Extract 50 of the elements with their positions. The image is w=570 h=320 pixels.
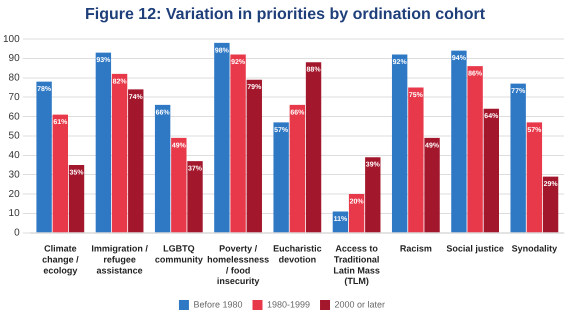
y-tick-label: 10 — [8, 208, 20, 220]
y-tick-label: 20 — [8, 188, 20, 200]
y-tick-label: 40 — [8, 150, 20, 162]
legend-label: 2000 or later — [334, 299, 386, 310]
chart-title: Figure 12: Variation in priorities by ordination cohort — [84, 5, 486, 25]
bar — [52, 114, 68, 232]
bar — [484, 108, 500, 232]
bar — [230, 54, 246, 232]
bar — [36, 82, 52, 232]
y-tick-label: 50 — [8, 130, 20, 142]
x-tick-label: LGBTQ community — [154, 244, 203, 264]
y-tick-label: 30 — [8, 169, 20, 180]
bar — [214, 42, 230, 232]
legend-label: 1980-1999 — [266, 299, 310, 310]
x-tick-label: Access to Traditional Latin Mass (TLM) — [333, 244, 380, 286]
bar — [348, 194, 364, 232]
bar — [451, 50, 467, 232]
bar — [273, 122, 289, 232]
y-tick-label: 90 — [8, 53, 20, 64]
bar — [246, 80, 262, 232]
x-tick-label: Poverty / homelessness / food insecurity — [207, 244, 270, 286]
bar — [408, 87, 424, 232]
x-tick-label: Immigration / refugee assistance — [91, 244, 148, 276]
bar — [187, 161, 203, 232]
y-tick-label: 80 — [8, 72, 20, 84]
x-tick-label: Synodality — [512, 244, 558, 254]
bar — [112, 74, 128, 232]
y-tick-label: 60 — [8, 111, 20, 122]
y-tick-label: 70 — [8, 92, 20, 103]
bar — [68, 164, 84, 232]
x-tick-label: Eucharistic devotion — [273, 244, 322, 264]
bar — [392, 54, 408, 232]
bar — [96, 52, 112, 232]
bar — [290, 104, 306, 232]
bar — [467, 66, 483, 232]
bar — [526, 122, 542, 232]
bar — [510, 84, 526, 232]
y-tick-label: 100 — [2, 34, 20, 45]
bar — [306, 62, 322, 232]
bar — [171, 138, 187, 232]
bar — [542, 176, 558, 232]
bar — [365, 157, 380, 232]
bar — [424, 138, 440, 232]
bar — [154, 104, 170, 232]
legend-label: Before 1980 — [193, 299, 242, 310]
y-tick-label: 0 — [14, 228, 20, 239]
x-tick-label: Climate change / ecology — [42, 244, 80, 276]
bar — [128, 89, 144, 232]
x-tick-label: Racism — [400, 244, 432, 254]
x-tick-label: Social justice — [446, 244, 504, 254]
